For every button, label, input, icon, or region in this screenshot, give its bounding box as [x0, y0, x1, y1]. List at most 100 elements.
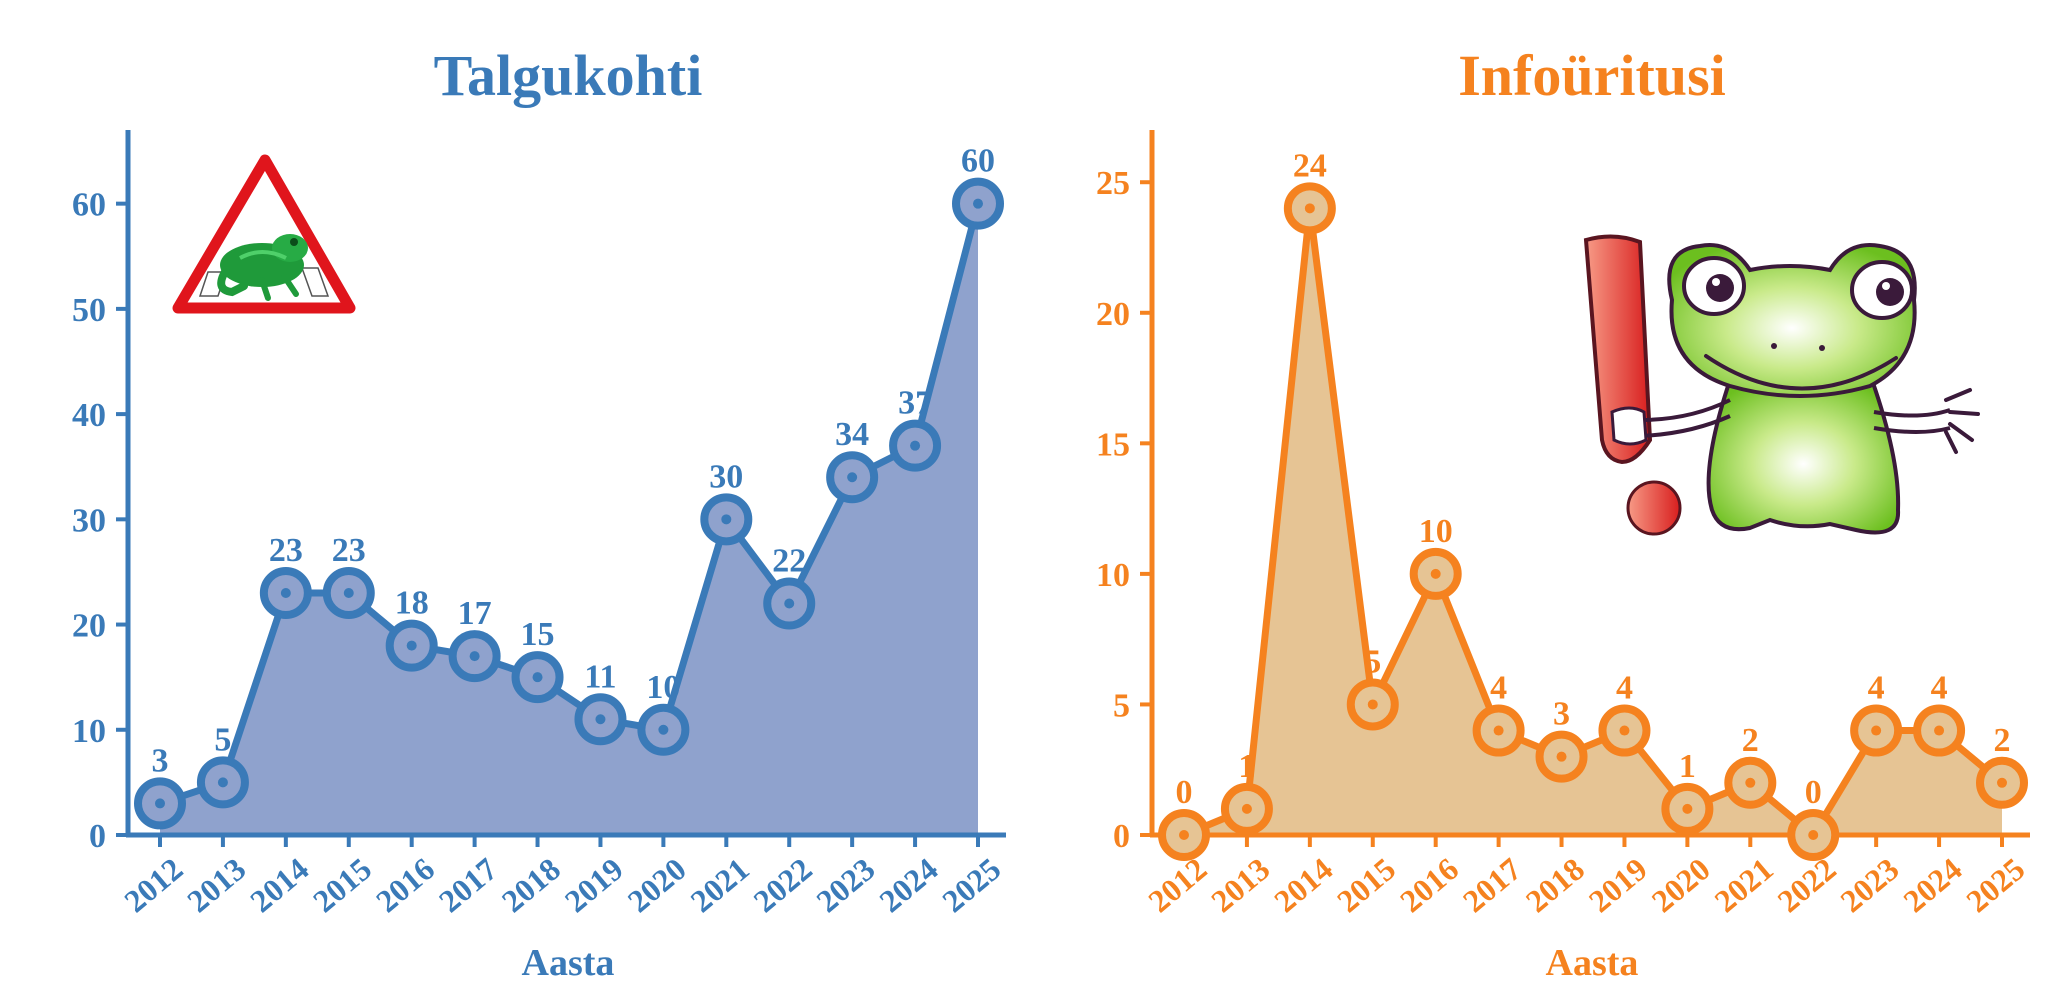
data-label: 10 — [646, 669, 680, 706]
x-tick-label: 2014 — [243, 851, 315, 920]
data-label: 4 — [1931, 670, 1948, 707]
data-label: 17 — [458, 595, 492, 632]
data-point-center — [1304, 203, 1315, 214]
data-label: 4 — [1490, 670, 1507, 707]
y-tick-label: 10 — [1096, 557, 1130, 594]
data-point-center — [721, 514, 732, 525]
data-label: 15 — [521, 616, 555, 653]
chart-talgukohti: Talgukohti Aasta 01020304050602012201320… — [72, 43, 1007, 984]
y-tick-label: 5 — [1113, 687, 1130, 724]
chart-title: Infoüritusi — [1458, 43, 1726, 108]
x-tick-label: 2013 — [180, 851, 252, 920]
frog-road-sign-icon — [172, 154, 356, 314]
data-point-center — [1997, 777, 2007, 788]
data-label: 0 — [1176, 774, 1193, 811]
data-point-center — [280, 587, 291, 598]
data-point-center — [847, 472, 858, 483]
x-tick-label: 2018 — [495, 851, 567, 920]
x-tick-label: 2020 — [1645, 851, 1717, 920]
x-tick-label: 2015 — [306, 851, 378, 920]
data-label: 2 — [1994, 722, 2011, 759]
data-point-center — [1430, 568, 1441, 579]
x-tick-label: 2024 — [1896, 851, 1968, 920]
x-tick-label: 2019 — [1582, 851, 1654, 920]
data-point-center — [406, 640, 417, 651]
data-point-center — [343, 587, 354, 598]
data-label: 5 — [1364, 643, 1381, 680]
x-tick-label: 2025 — [1959, 851, 2031, 920]
data-point-center — [1745, 777, 1756, 788]
y-tick-label: 25 — [1096, 165, 1130, 202]
data-label: 60 — [961, 143, 995, 180]
y-tick-label: 0 — [1113, 818, 1130, 855]
y-tick-label: 0 — [89, 818, 106, 855]
x-tick-label: 2023 — [809, 851, 881, 920]
x-tick-label: 2021 — [684, 851, 756, 920]
x-tick-label: 2021 — [1708, 851, 1780, 920]
x-tick-label: 2014 — [1267, 851, 1339, 920]
x-tick-label: 2012 — [117, 851, 189, 920]
data-point-center — [217, 777, 228, 788]
data-point-center — [1556, 751, 1567, 762]
data-point-center — [658, 724, 669, 735]
y-tick-label: 15 — [1096, 426, 1130, 463]
y-tick-label: 50 — [72, 292, 106, 329]
data-point-center — [1493, 725, 1504, 736]
area-fill — [160, 203, 978, 835]
data-label: 18 — [395, 585, 429, 622]
data-label: 23 — [332, 532, 366, 569]
data-point-center — [595, 714, 606, 725]
y-tick-label: 30 — [72, 502, 106, 539]
data-point-center — [1367, 699, 1378, 710]
data-point-center — [532, 672, 543, 683]
x-tick-label: 2025 — [935, 851, 1007, 920]
data-point-center — [1179, 830, 1189, 840]
data-label: 1 — [1679, 748, 1696, 785]
x-axis-label: Aasta — [1546, 942, 1639, 984]
data-label: 10 — [1419, 513, 1453, 550]
chart-title: Talgukohti — [434, 43, 703, 108]
x-tick-label: 2012 — [1141, 851, 1213, 920]
data-label: 22 — [772, 543, 806, 580]
data-label: 30 — [709, 458, 743, 495]
data-point-center — [973, 198, 983, 209]
x-tick-label: 2013 — [1204, 851, 1276, 920]
data-point-center — [1808, 830, 1819, 840]
y-tick-label: 60 — [72, 187, 106, 224]
data-label: 4 — [1868, 670, 1885, 707]
data-point-center — [1241, 803, 1252, 814]
data-label: 34 — [835, 416, 869, 453]
frog-exclamation-icon — [1583, 234, 1980, 536]
x-tick-label: 2015 — [1330, 851, 1402, 920]
data-point-center — [784, 598, 795, 609]
data-label: 3 — [152, 742, 169, 779]
data-label: 24 — [1293, 147, 1327, 184]
data-label: 23 — [269, 532, 303, 569]
x-tick-label: 2019 — [558, 851, 630, 920]
x-tick-label: 2020 — [621, 851, 693, 920]
data-label: 0 — [1805, 774, 1822, 811]
data-label: 37 — [898, 385, 932, 422]
y-tick-label: 10 — [72, 713, 106, 750]
x-tick-label: 2023 — [1833, 851, 1905, 920]
y-tick-label: 20 — [72, 608, 106, 645]
data-point-center — [1934, 725, 1945, 736]
data-point-center — [1871, 725, 1882, 736]
x-tick-label: 2024 — [872, 851, 944, 920]
data-label: 5 — [214, 721, 231, 758]
data-point-center — [1619, 725, 1630, 736]
data-point-center — [155, 798, 165, 809]
data-point-center — [910, 440, 921, 451]
x-tick-label: 2017 — [432, 851, 504, 920]
data-label: 11 — [584, 658, 616, 695]
data-label: 4 — [1616, 670, 1633, 707]
x-tick-label: 2022 — [746, 851, 818, 920]
data-label: 3 — [1553, 696, 1570, 733]
data-label: 2 — [1742, 722, 1759, 759]
data-point-center — [1682, 803, 1693, 814]
x-tick-label: 2016 — [369, 851, 441, 920]
data-point-center — [469, 651, 480, 662]
x-tick-label: 2016 — [1393, 851, 1465, 920]
